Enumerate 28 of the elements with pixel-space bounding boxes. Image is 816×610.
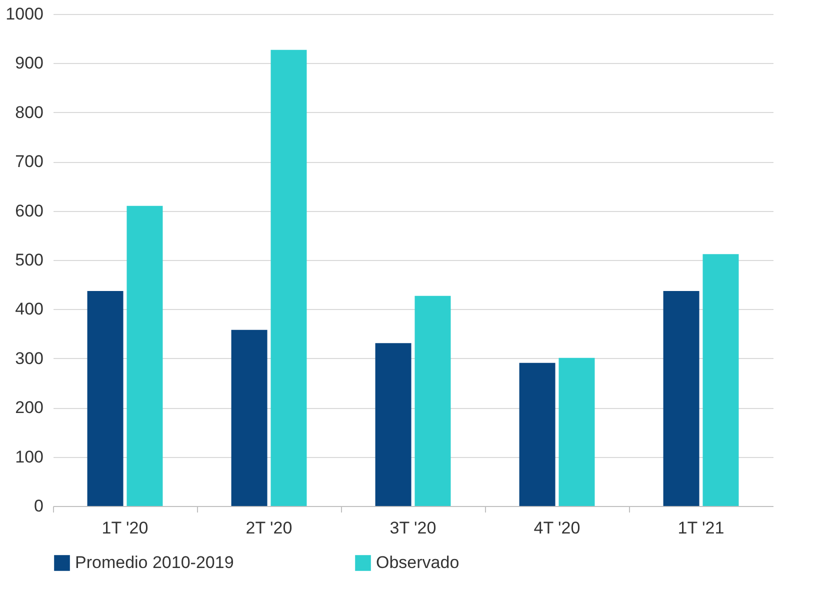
y-tick-label: 1000 <box>6 4 44 24</box>
y-tick-label: 400 <box>15 300 44 319</box>
bar <box>270 50 307 506</box>
y-tick-label: 500 <box>15 250 44 270</box>
legend-label: Observado <box>376 553 460 572</box>
bar <box>558 358 595 506</box>
bar <box>126 206 163 506</box>
x-tick-label: 3T '20 <box>390 518 436 538</box>
bar <box>519 362 556 506</box>
bar <box>702 254 739 506</box>
y-tick-label: 900 <box>15 54 44 73</box>
bar <box>414 296 451 506</box>
x-tick-label: 1T '21 <box>678 518 724 538</box>
x-tick-label: 2T '20 <box>246 518 292 538</box>
y-tick-label: 0 <box>34 496 44 516</box>
y-tick-label: 300 <box>15 348 44 368</box>
y-tick-label: 700 <box>15 152 44 172</box>
y-tick-label: 800 <box>15 102 44 122</box>
bar <box>375 343 412 506</box>
legend-label: Promedio 2010-2019 <box>75 553 234 572</box>
y-tick-label: 200 <box>15 398 44 418</box>
bar <box>663 290 700 506</box>
x-tick-label: 4T '20 <box>534 518 580 538</box>
y-tick-label: 100 <box>15 447 44 466</box>
x-tick-label: 1T '20 <box>102 518 148 538</box>
y-tick-label: 600 <box>15 201 44 220</box>
bar <box>231 330 268 506</box>
bar <box>87 290 124 506</box>
